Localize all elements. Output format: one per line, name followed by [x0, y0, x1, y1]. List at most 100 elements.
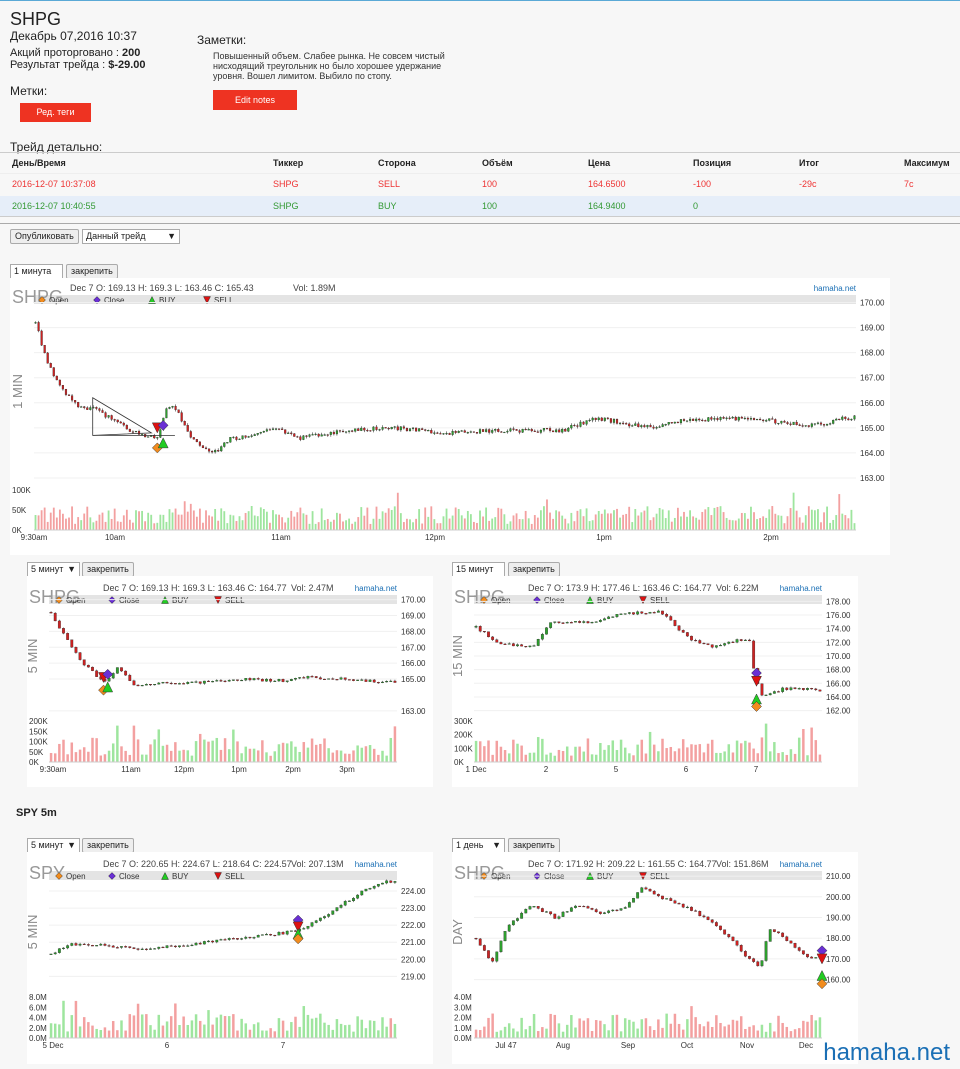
volume-bar — [532, 1014, 536, 1038]
pin-button[interactable]: закрепить — [508, 562, 560, 577]
edit-tags-button[interactable]: Ред. теги — [20, 103, 91, 122]
candle-body — [329, 431, 332, 435]
candle-body — [540, 908, 544, 912]
candle-body — [632, 612, 635, 615]
volume-bar — [454, 507, 457, 530]
volume-bar — [760, 1024, 764, 1038]
timeframe-select-spy[interactable]: 5 минут ▼ — [27, 838, 80, 853]
candle-body — [144, 948, 148, 950]
publish-select[interactable]: Данный трейд ▼ — [82, 229, 180, 244]
chart-5min[interactable]: SHPG Dec 7 O: 169.13 H: 169.3 L: 163.46 C… — [27, 576, 433, 787]
candle-body — [701, 419, 704, 421]
candle-body — [506, 430, 509, 433]
candle-body — [202, 680, 206, 684]
candle-body — [186, 945, 190, 947]
volume-bar — [285, 743, 289, 762]
candle-body — [235, 436, 238, 440]
volume-bar — [354, 521, 357, 530]
volume-bar — [789, 749, 793, 762]
y-tick-label: 176.00 — [826, 611, 851, 620]
candle-body — [797, 688, 801, 690]
chart-spy-5min[interactable]: SPY Dec 7 O: 220.65 H: 224.67 L: 218.64 C… — [27, 852, 433, 1064]
chart-day[interactable]: SHPG Dec 7 O: 171.92 H: 209.22 L: 161.55 … — [452, 852, 858, 1064]
volume-bar — [220, 508, 223, 530]
candle-body — [46, 352, 49, 364]
candle-body — [83, 406, 86, 408]
volume-bar — [507, 1023, 511, 1038]
volume-bar — [561, 750, 565, 762]
volume-bar — [74, 523, 77, 530]
candle-body — [194, 942, 198, 946]
volume-bar — [555, 510, 558, 530]
volume-bar — [256, 516, 259, 530]
timeframe-select-day[interactable]: 1 день ▼ — [452, 838, 505, 853]
publish-button[interactable]: Опубликовать — [10, 229, 79, 244]
candle-body — [195, 439, 198, 443]
candle-body — [62, 628, 65, 634]
pin-button[interactable]: закрепить — [82, 838, 134, 853]
volume-bar — [189, 503, 192, 530]
candle-body — [719, 925, 722, 930]
volume-bar — [306, 1014, 310, 1038]
volume-bar — [182, 749, 185, 762]
pin-button[interactable]: закрепить — [66, 264, 118, 279]
candle-body — [240, 679, 244, 682]
volume-bar — [147, 512, 150, 530]
pin-button[interactable]: закрепить — [508, 838, 560, 853]
candle-body — [586, 906, 590, 909]
edit-notes-button[interactable]: Edit notes — [213, 90, 297, 110]
volume-bar — [495, 1031, 499, 1038]
timeframe-select-15min[interactable]: 15 минут ▼ — [452, 562, 505, 587]
volume-bar — [814, 740, 818, 762]
candle-body — [623, 613, 627, 615]
volume-bar — [491, 518, 494, 530]
candle-body — [652, 890, 656, 895]
volume-bar — [336, 512, 338, 530]
volume-bar — [710, 739, 714, 762]
volume-bar — [792, 492, 795, 530]
shares-traded: Акций проторговано : 200 — [10, 47, 141, 59]
volume-bar — [506, 523, 509, 530]
candle-body — [80, 406, 83, 408]
volume-bar — [227, 749, 231, 762]
volume-bar — [466, 510, 469, 530]
candle-body — [491, 636, 495, 640]
candle-body — [743, 639, 747, 641]
volume-bar — [553, 755, 557, 762]
volume-bar — [698, 519, 701, 530]
volume-bar — [739, 743, 743, 762]
candle-body — [582, 906, 586, 908]
timeframe-select-1min[interactable]: 1 минута ▼ — [10, 264, 63, 289]
volume-bar — [710, 515, 713, 530]
volume-bar — [199, 508, 201, 530]
site-link: hamaha.net — [780, 584, 823, 593]
volume-bar — [623, 747, 627, 762]
candle-body — [153, 684, 157, 686]
x-tick-label: 5 Dec — [43, 1041, 64, 1050]
candle-body — [104, 412, 107, 418]
volume-bar — [507, 753, 511, 762]
candle-body — [408, 428, 412, 432]
candle-body — [271, 428, 275, 430]
volume-bar — [252, 1024, 256, 1038]
chart-1min[interactable]: SHPG Dec 7 O: 169.13 H: 169.3 L: 163.46 C… — [10, 278, 890, 555]
candle-body — [466, 432, 469, 434]
volume-bar — [186, 1024, 190, 1038]
volume-bar — [58, 743, 61, 762]
volume-bar — [306, 747, 310, 762]
timeframe-select-5min[interactable]: 5 минут ▼ — [27, 562, 80, 577]
chart-15min[interactable]: SHPG Dec 7 O: 173.9 H: 177.46 L: 163.46 C… — [452, 576, 858, 787]
volume-bar — [140, 1014, 144, 1038]
volume-bar — [768, 509, 771, 530]
candle-body — [707, 417, 710, 422]
candle-body — [364, 888, 368, 892]
pin-button[interactable]: закрепить — [82, 562, 134, 577]
volume-bar — [241, 520, 244, 530]
candle-body — [220, 446, 223, 452]
volume-bar — [578, 1018, 581, 1038]
volume-bar — [690, 1006, 693, 1038]
x-tick-label: 5 — [614, 765, 619, 774]
candle-body — [120, 946, 123, 948]
volume-bar — [198, 733, 202, 762]
candle-body — [723, 929, 727, 935]
